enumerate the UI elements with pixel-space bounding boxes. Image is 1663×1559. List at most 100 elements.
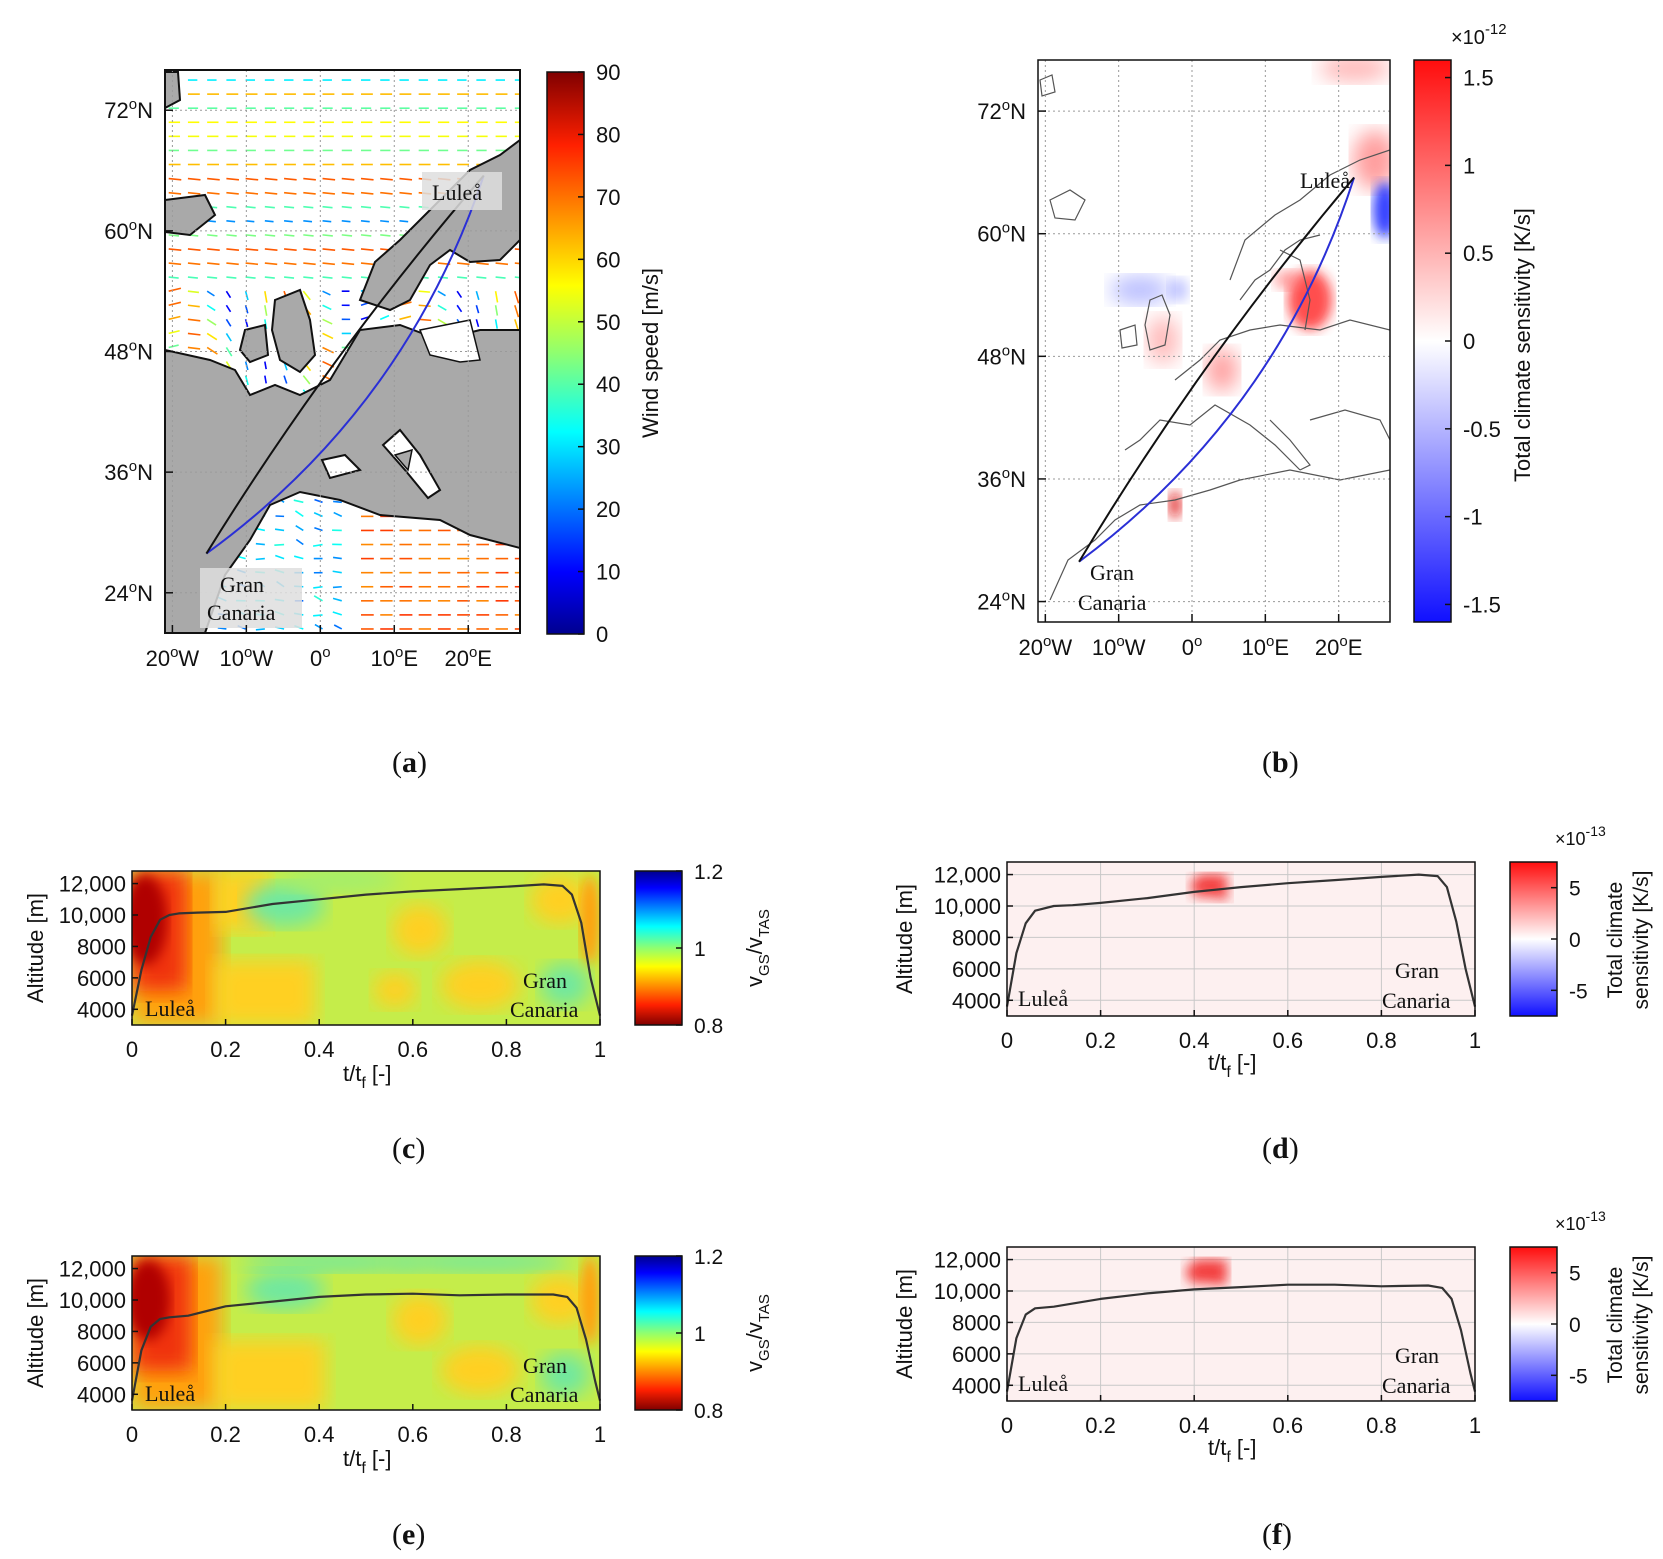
y-tick-label: 12,000 — [59, 872, 126, 897]
panel-label-e: (e) — [392, 1518, 425, 1551]
wind-arrow — [264, 220, 274, 223]
x-tick-label: 0.8 — [1366, 1413, 1397, 1438]
colorbar-c — [634, 870, 683, 1026]
y-tick-label: 4000 — [77, 997, 126, 1022]
y-tick-label: 6000 — [77, 1351, 126, 1376]
wind-arrow — [360, 220, 370, 223]
panel-a-wind-map: Luleå Gran Canaria 20oW 10oW 0o 10oE 20oE24o… — [104, 60, 663, 671]
x-tick-label: 0 — [126, 1037, 138, 1062]
colorbar-e — [634, 1255, 683, 1411]
panel-label-c-close: ) — [415, 1132, 425, 1165]
lat-tick-label-num: 36 — [104, 460, 128, 485]
wind-arrow — [245, 234, 257, 237]
wind-arrow — [168, 276, 179, 279]
lon-tick-label-deg: o — [1339, 633, 1347, 650]
colorbar-a-tick-label: 80 — [596, 122, 620, 147]
lat-tick-label-deg: o — [1002, 342, 1010, 359]
wind-arrow — [293, 499, 304, 504]
lon-tick-label-deg: o — [395, 644, 403, 661]
panel-label-a-open: ( — [392, 746, 402, 779]
wind-arrow — [399, 177, 413, 181]
wind-arrow — [333, 624, 343, 630]
lat-tick-label-num: 48 — [977, 344, 1001, 369]
x-tick-label: 0.6 — [1273, 1028, 1304, 1053]
lon-tick-label: 10oE — [1242, 633, 1290, 660]
altitude-profile-e — [130, 1292, 602, 1401]
colorbar-b-tick-label: 1 — [1463, 153, 1475, 178]
heatmap-e-frame — [131, 1255, 601, 1411]
colorbar-f-multiplier: ×10-13 — [1555, 1208, 1606, 1234]
altitude-profile-line — [1005, 1283, 1477, 1392]
panel-e-altitude-wind: Luleå Gran Canaria 0 0.2 0.4 0.6 0.8 1 4000 600… — [23, 1246, 773, 1477]
x-axis-label-c: t/tf [-] — [343, 1061, 391, 1092]
dest-label-a-line2: Canaria — [207, 600, 276, 625]
colorbar-d-multiplier-base: ×10 — [1555, 829, 1586, 849]
panel-label-e-letter: e — [402, 1518, 415, 1551]
colorbar-d-label-line1: Total climate — [1604, 882, 1627, 999]
altitude-profile-f — [1005, 1283, 1477, 1392]
wind-arrow — [168, 315, 181, 321]
lon-tick-label-deg: o — [1116, 633, 1124, 650]
y-tick-label: 6000 — [77, 966, 126, 991]
end-label-e-line1: Gran — [523, 1353, 567, 1378]
lon-tick-label: 0o — [310, 644, 331, 671]
wind-arrow — [187, 177, 201, 181]
colorbar-f-ticks: -5 0 5 — [1551, 1263, 1588, 1388]
map-a-routes — [205, 174, 485, 555]
lon-tick-label-num: 0 — [1182, 635, 1194, 660]
colorbar-tick-label: 1 — [694, 1323, 706, 1346]
x-tick-label: 0.2 — [1085, 1028, 1116, 1053]
colorbar-d-ticks: -5 0 5 — [1551, 878, 1588, 1003]
wind-arrow — [437, 290, 446, 297]
sensitivity-hotspot-d — [1189, 874, 1230, 901]
y-axis-label-e: Altitude [m] — [23, 1278, 48, 1388]
lat-tick-label: 60oN — [104, 217, 153, 244]
wind-arrow — [418, 290, 430, 293]
panel-d-altitude-sensitivity: Luleå Gran Canaria 0 0.2 0.4 0.6 0.8 1 4000 600… — [892, 823, 1653, 1081]
lat-tick-label-deg: o — [129, 579, 137, 596]
wind-arrow — [514, 262, 520, 265]
wind-arrow — [168, 234, 180, 237]
panel-label-d: (d) — [1262, 1132, 1299, 1165]
colorbar-a-ticks: 0 10 20 30 40 50 60 70 80 90 — [578, 60, 620, 647]
panel-label-c-open: ( — [392, 1132, 402, 1165]
wind-arrow — [313, 595, 323, 602]
wind-arrow — [283, 177, 297, 181]
wind-arrow — [295, 525, 304, 532]
panel-label-f-open: ( — [1262, 1518, 1272, 1551]
wind-arrow — [168, 248, 182, 252]
colorbar-tick-label: 0.8 — [694, 1400, 723, 1423]
wind-arrow — [399, 191, 412, 195]
wind-arrow — [245, 220, 255, 223]
lat-tick-label-deg: o — [129, 338, 137, 355]
wind-arrow — [283, 191, 297, 195]
wind-arrow — [283, 205, 295, 209]
altitude-profile-d — [1005, 873, 1477, 1007]
lat-tick-label-deg: o — [129, 96, 137, 113]
wind-arrow — [418, 318, 432, 322]
wind-arrow — [313, 512, 323, 518]
lon-tick-label: 10oW — [1092, 633, 1146, 660]
wind-arrow — [226, 205, 237, 209]
wind-arrow — [494, 305, 499, 316]
cb-e-label-mid: /v — [742, 1322, 767, 1339]
lon-tick-label-deg: o — [322, 644, 330, 661]
panel-label-a: (a) — [392, 746, 427, 779]
wind-arrow — [303, 262, 316, 266]
y-axis-label-f: Altitude [m] — [892, 1269, 917, 1379]
lon-tick-label-num: 10 — [371, 646, 395, 671]
y-tick-label: 12,000 — [59, 1257, 126, 1282]
lon-tick-label-deg: o — [1266, 633, 1274, 650]
wind-arrow — [206, 304, 216, 312]
x-tick-label: 0.4 — [1179, 1413, 1210, 1438]
wind-arrow — [245, 191, 259, 195]
wind-arrow — [283, 262, 297, 266]
wind-arrow — [207, 276, 218, 279]
x-label-d-tail: [-] — [1231, 1050, 1257, 1075]
wind-arrow — [456, 304, 463, 313]
x-axis-label-e: t/tf [-] — [343, 1446, 391, 1477]
climate-optimal-route — [1078, 177, 1356, 563]
y-tick-label: 8000 — [77, 934, 126, 959]
colorbar-b-tick-label: -1 — [1463, 505, 1483, 530]
end-label-e-line2: Canaria — [510, 1382, 579, 1407]
